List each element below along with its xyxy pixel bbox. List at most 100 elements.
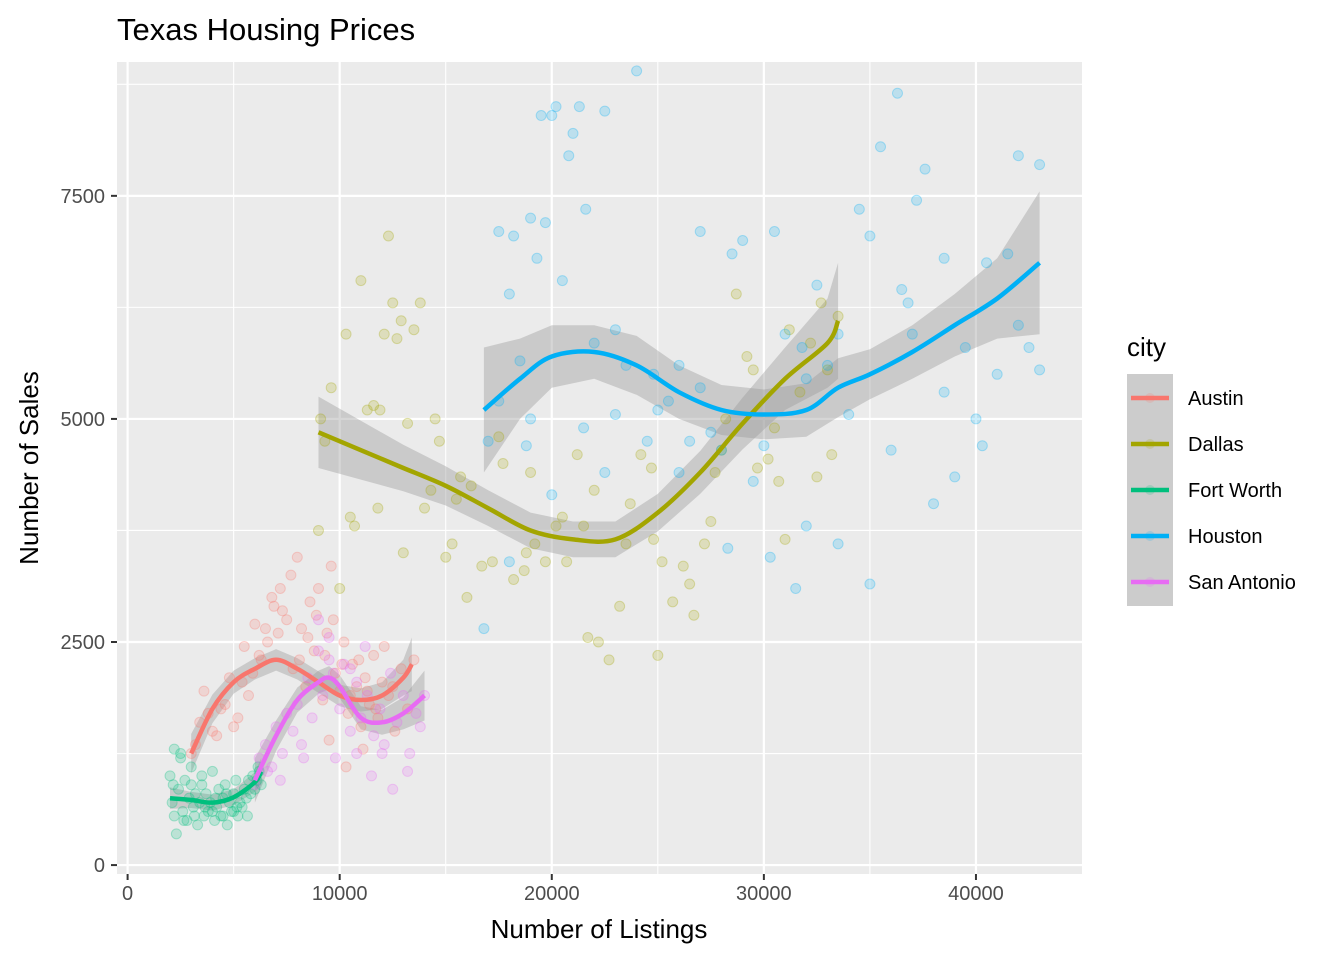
point-san-antonio	[276, 748, 288, 760]
point-austin	[357, 743, 369, 755]
point-dallas	[465, 480, 477, 492]
point-austin	[389, 725, 401, 737]
point-houston	[652, 404, 664, 416]
point-dallas	[455, 471, 467, 483]
legend-label: Houston	[1188, 526, 1263, 548]
point-fort-worth	[209, 814, 221, 826]
point-san-antonio	[387, 783, 399, 795]
point-dallas	[624, 498, 636, 510]
point-dallas	[325, 382, 337, 394]
legend-item-dallas: Dallas	[1131, 434, 1244, 456]
point-austin	[253, 649, 265, 661]
point-houston	[531, 252, 543, 264]
point-houston	[546, 110, 558, 122]
point-fort-worth	[181, 814, 193, 826]
point-dallas	[752, 462, 764, 474]
point-san-antonio	[323, 654, 335, 666]
point-dallas	[645, 462, 657, 474]
point-austin	[327, 614, 339, 626]
point-dallas	[408, 324, 420, 336]
point-fort-worth	[230, 774, 242, 786]
point-dallas	[391, 333, 403, 345]
point-dallas	[821, 364, 833, 376]
point-austin	[370, 703, 382, 715]
point-fort-worth	[198, 810, 210, 822]
point-houston	[779, 328, 791, 340]
point-houston	[556, 275, 568, 287]
point-houston	[981, 257, 993, 269]
point-houston	[800, 373, 812, 385]
point-austin	[319, 649, 331, 661]
point-fort-worth	[226, 806, 238, 818]
point-dallas	[677, 560, 689, 572]
point-dallas	[419, 502, 431, 514]
point-dallas	[361, 404, 373, 416]
point-san-antonio	[298, 752, 310, 764]
point-san-antonio	[414, 721, 426, 733]
point-san-antonio	[287, 725, 299, 737]
legend-title: city	[1127, 332, 1166, 362]
point-dallas	[433, 435, 445, 447]
point-austin	[308, 645, 320, 657]
point-san-antonio	[344, 663, 356, 675]
point-houston	[896, 284, 908, 296]
point-houston	[843, 408, 855, 420]
y-axis: 0 2500 5000 7500	[61, 186, 117, 877]
point-dallas	[705, 516, 717, 528]
point-dallas	[720, 413, 732, 425]
smooth-line-houston	[482, 261, 1042, 417]
y-axis-title: Number of Sales	[14, 371, 44, 565]
point-houston	[938, 386, 950, 398]
point-san-antonio	[378, 739, 390, 751]
point-dallas	[578, 520, 590, 532]
point-dallas	[425, 484, 437, 496]
point-dallas	[378, 328, 390, 340]
point-houston	[641, 435, 653, 447]
point-austin	[285, 569, 297, 581]
point-austin	[274, 582, 286, 594]
point-austin	[228, 721, 240, 733]
point-dallas	[582, 632, 594, 644]
point-houston	[832, 538, 844, 550]
point-san-antonio	[368, 730, 380, 742]
legend-item-austin: Austin	[1131, 388, 1244, 410]
point-dallas	[355, 275, 367, 287]
point-dallas	[747, 364, 759, 376]
point-fort-worth	[241, 810, 253, 822]
point-houston	[991, 368, 1003, 380]
point-austin	[296, 623, 308, 635]
point-houston	[673, 466, 685, 478]
point-san-antonio	[344, 725, 356, 737]
point-fort-worth	[206, 765, 218, 777]
point-austin	[276, 605, 288, 617]
point-dallas	[497, 458, 509, 470]
confidence-band-fort-worth	[170, 758, 262, 811]
point-san-antonio	[351, 676, 363, 688]
point-fort-worth	[200, 788, 212, 800]
point-houston	[758, 440, 770, 452]
point-austin	[232, 712, 244, 724]
point-houston	[853, 203, 865, 215]
smooth-lines	[169, 261, 1042, 805]
point-austin	[353, 654, 365, 666]
point-houston	[520, 440, 532, 452]
point-dallas	[688, 609, 700, 621]
point-fort-worth	[170, 828, 182, 840]
confidence-band-dallas	[318, 262, 839, 558]
point-austin	[262, 636, 274, 648]
point-dallas	[508, 574, 520, 586]
point-dallas	[826, 449, 838, 461]
point-dallas	[592, 636, 604, 648]
point-austin	[215, 703, 227, 715]
chart-title: Texas Housing Prices	[117, 12, 415, 47]
point-dallas	[556, 511, 568, 523]
point-houston	[864, 230, 876, 242]
point-austin	[268, 600, 280, 612]
point-houston	[503, 288, 515, 300]
point-austin	[323, 734, 335, 746]
point-houston	[514, 355, 526, 367]
point-houston	[588, 337, 600, 349]
point-san-antonio	[404, 748, 416, 760]
point-fort-worth	[164, 770, 176, 782]
point-houston	[970, 413, 982, 425]
